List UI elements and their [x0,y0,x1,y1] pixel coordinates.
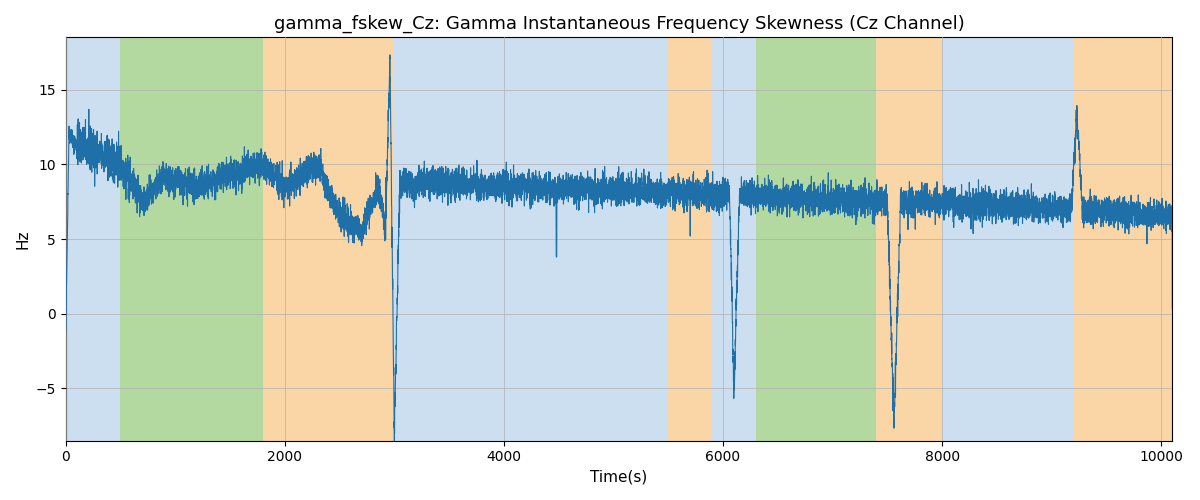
Bar [395,38,668,440]
Bar [66,38,120,440]
Bar [668,38,712,440]
Bar [712,38,756,440]
Bar [942,38,1074,440]
Bar [1074,38,1183,440]
Title: gamma_fskew_Cz: Gamma Instantaneous Frequency Skewness (Cz Channel): gamma_fskew_Cz: Gamma Instantaneous Freq… [274,15,965,34]
X-axis label: Time(s): Time(s) [590,470,648,485]
Bar [263,38,395,440]
Bar [876,38,942,440]
Y-axis label: Hz: Hz [16,230,30,249]
Bar [756,38,876,440]
Bar [120,38,263,440]
